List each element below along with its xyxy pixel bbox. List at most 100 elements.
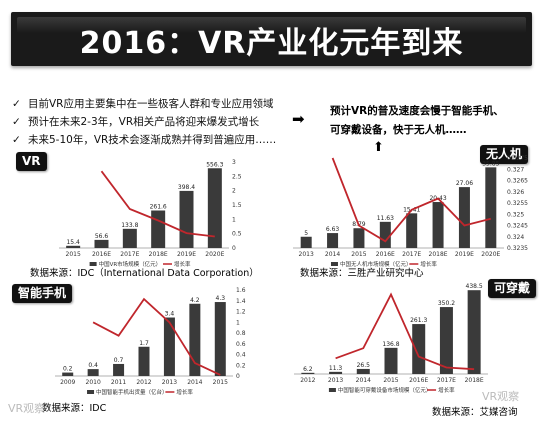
y2-tick-label: 0.326 [507,189,524,196]
growth-line [100,170,215,238]
data-label: 26.5 [357,362,371,369]
data-label: 11.3 [329,365,343,372]
vr-chart: 0 0.5 1 1.5 2 2.5 3 15.4 2015 56.6 2016E 133.8 2017E… [59,159,242,268]
legend-label: 增长率 [420,260,437,268]
bar [301,372,315,374]
category-label: 2011 [111,379,126,386]
bar [467,290,481,374]
data-label: 6.63 [326,226,340,233]
y2-tick-label: 0.3245 [507,223,528,230]
checkmark-icon: ✓ [12,98,21,110]
y2-tick-label: 1 [232,216,236,223]
data-label: 11.63 [377,215,394,222]
legend-label: 增长率 [176,388,193,396]
data-label: 4.2 [190,297,200,304]
drone-chart: 0.3235 0.324 0.3245 0.325 0.3255 0.326 0.3265 0… [293,155,528,268]
category-label: 2012 [136,379,151,386]
data-label: 136.8 [382,341,399,348]
label-wearable: 可穿戴 [488,279,537,298]
y2-tick-label: 1.4 [236,298,246,305]
bar [329,371,343,374]
category-label: 2016E [92,251,111,258]
bar [327,233,339,248]
legend-label: 增长率 [174,260,191,268]
growth-line [92,297,221,376]
category-label: 2018E [465,377,484,384]
y2-tick-label: 0.3235 [507,245,528,252]
bar [406,213,418,248]
category-label: 2015 [66,251,81,258]
bar [458,187,470,248]
y2-tick-label: 0.325 [507,211,524,218]
bar [353,228,365,248]
legend-label: 中国VR市场规模（亿元） [99,260,162,268]
y2-tick-label: 0.3265 [507,178,528,185]
y2-tick-label: 0.8 [236,330,246,337]
legend-swatch [330,262,338,266]
bar [432,202,444,248]
data-label: 4.3 [216,295,226,302]
legend-label: 增长率 [438,386,455,394]
y2-tick-label: 0.324 [507,234,524,241]
data-label: 261.3 [410,317,427,324]
y2-tick-label: 0.3255 [507,200,528,207]
checkmark-icon: ✓ [12,116,21,128]
category-label: 2013 [328,377,343,384]
data-label: 133.8 [121,222,138,229]
data-label: 56.6 [95,233,109,240]
legend-swatch [89,262,97,266]
bullet-text: 目前VR应用主要集中在一些极客人群和专业应用领域 [28,98,274,110]
watermark: VR观察 [482,390,520,403]
bar [179,190,194,248]
category-label: 2015 [383,377,398,384]
data-label: 438.5 [466,283,483,290]
bar [122,228,137,248]
legend-swatch [87,390,95,394]
category-label: 2018E [149,251,168,258]
up-arrow-icon: ⬆ [373,140,384,155]
data-label: 0.7 [114,357,124,364]
category-label: 2014 [356,377,371,384]
watermark: VR观察 [8,402,46,415]
data-label: 398.4 [178,184,195,191]
data-label: 1.7 [139,340,149,347]
y2-tick-label: 0.6 [236,341,246,348]
bullet-item: ✓ 目前VR应用主要集中在一些极客人群和专业应用领域 [12,95,276,113]
y2-tick-label: 0.327 [507,166,524,173]
bar [214,302,226,376]
y2-tick-label: 0.5 [232,231,242,238]
checkmark-icon: ✓ [12,134,21,146]
bar [62,372,74,376]
category-label: 2018E [429,251,448,258]
data-label: 15.4 [66,239,80,246]
title-bar: 2016：VR产业化元年到来 [11,12,532,66]
bar [384,347,398,374]
bar [94,239,109,248]
bullet-text: 预计在未来2-3年，VR相关产品将迎来爆发式增长 [28,116,260,128]
bar [379,221,391,248]
category-label: 2020E [481,251,500,258]
callout-text: 预计VR的普及速度会慢于智能手机、 可穿戴设备，快于无人机…… [330,102,504,140]
data-label: 0.2 [63,366,73,373]
category-label: 2020E [205,251,224,258]
bar [439,307,453,374]
label-drone: 无人机 [480,145,529,164]
bullet-item: ✓ 未来5-10年，VR技术会逐渐成熟并得到普遍应用…… [12,131,276,149]
legend-label: 中国智能手机出货量（亿台） [96,388,168,396]
data-label: 556.3 [206,161,223,168]
y2-tick-label: 0.4 [236,352,246,359]
y2-tick-label: 2 [232,188,236,195]
phone-chart: 0 0.2 0.4 0.6 0.8 1 1.2 1.4 1.6 0.2 2009 0.4 2010 0.7… [55,287,246,396]
data-label: 350.2 [438,300,455,307]
growth-line [331,157,492,243]
bar [138,346,150,376]
source-wearable: 数据来源：艾媒咨询 [432,407,518,418]
data-label: 3.4 [165,311,175,318]
bullet-text: 未来5-10年，VR技术会逐渐成熟并得到普遍应用…… [28,134,277,146]
data-label: 35.85 [482,160,499,167]
bullet-list: ✓ 目前VR应用主要集中在一些极客人群和专业应用领域 ✓ 预计在未来2-3年，VR相… [12,95,276,149]
wearable-chart: 6.2 2012 11.3 2013 26.5 2014 136.8 2015 261.3 201… [294,283,488,394]
category-label: 2019E [177,251,196,258]
legend-label: 中国智能可穿戴设备市场规模（亿元） [338,386,432,394]
category-label: 2015 [351,251,366,258]
